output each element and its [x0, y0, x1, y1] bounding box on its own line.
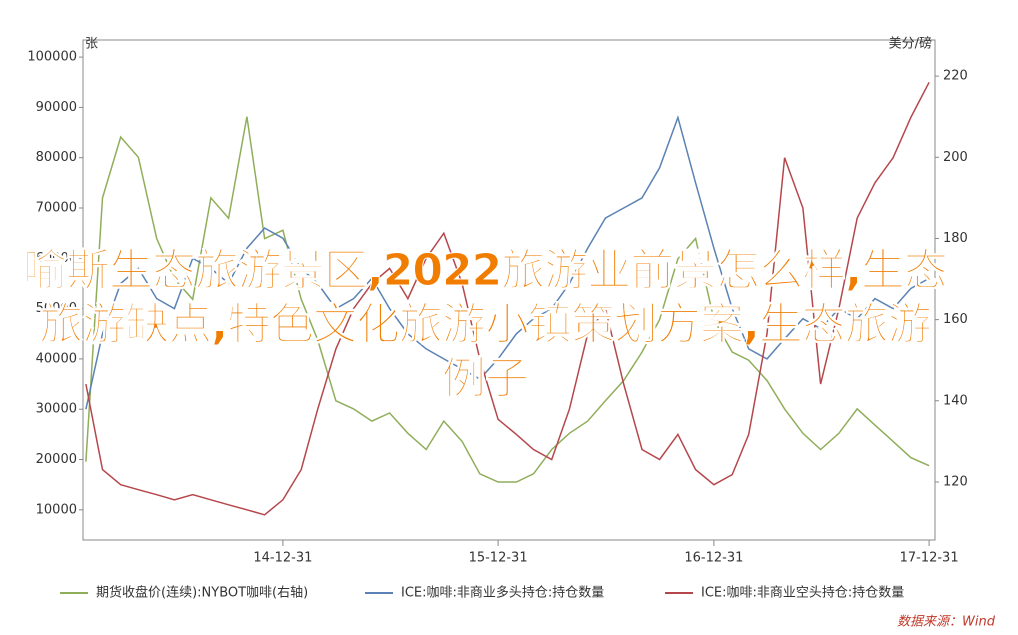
source: 数据来源：Wind — [897, 615, 996, 630]
y2-tick-label: 120 — [943, 474, 968, 489]
y2-axis-label: 美分/磅 — [889, 36, 932, 52]
legend-label: ICE:咖啡:非商业空头持仓:持仓数量 — [701, 586, 904, 601]
y-tick-label: 80000 — [36, 150, 77, 165]
y2-tick-label: 160 — [943, 312, 968, 327]
x-tick-label: 14-12-31 — [253, 551, 312, 566]
x-tick-label: 16-12-31 — [684, 551, 743, 566]
legend-label: 期货收盘价(连续):NYBOT咖啡(右轴) — [96, 585, 308, 601]
y2-tick-label: 200 — [943, 150, 968, 165]
y-tick-label: 100000 — [27, 50, 77, 65]
y-tick-label: 30000 — [36, 402, 77, 417]
y-axis-label: 张 — [85, 37, 98, 52]
x-tick-label: 15-12-31 — [469, 551, 528, 566]
series-line — [85, 81, 930, 516]
y2-tick-label: 220 — [943, 69, 968, 84]
y-tick-label: 40000 — [36, 351, 77, 366]
y-tick-label: 70000 — [36, 201, 77, 216]
y-tick-label: 60000 — [36, 251, 77, 266]
y-tick-label: 20000 — [36, 452, 77, 467]
plot-frame — [82, 39, 936, 541]
y-tick-label: 10000 — [36, 502, 77, 517]
y-tick-label: 50000 — [36, 301, 77, 316]
y2-tick-label: 140 — [943, 393, 968, 408]
x-tick-label: 17-12-31 — [900, 551, 959, 566]
y-tick-label: 90000 — [36, 100, 77, 115]
series-line — [85, 115, 930, 410]
overlay-title: 喻斯生态旅游景区,2022旅游业前景怎么样,生态旅游缺点,特色文化旅游小镇策划方… — [23, 245, 949, 405]
legend-label: ICE:咖啡:非商业多头持仓:持仓数量 — [401, 585, 604, 601]
y2-tick-label: 180 — [943, 231, 968, 246]
series-line — [85, 116, 930, 483]
